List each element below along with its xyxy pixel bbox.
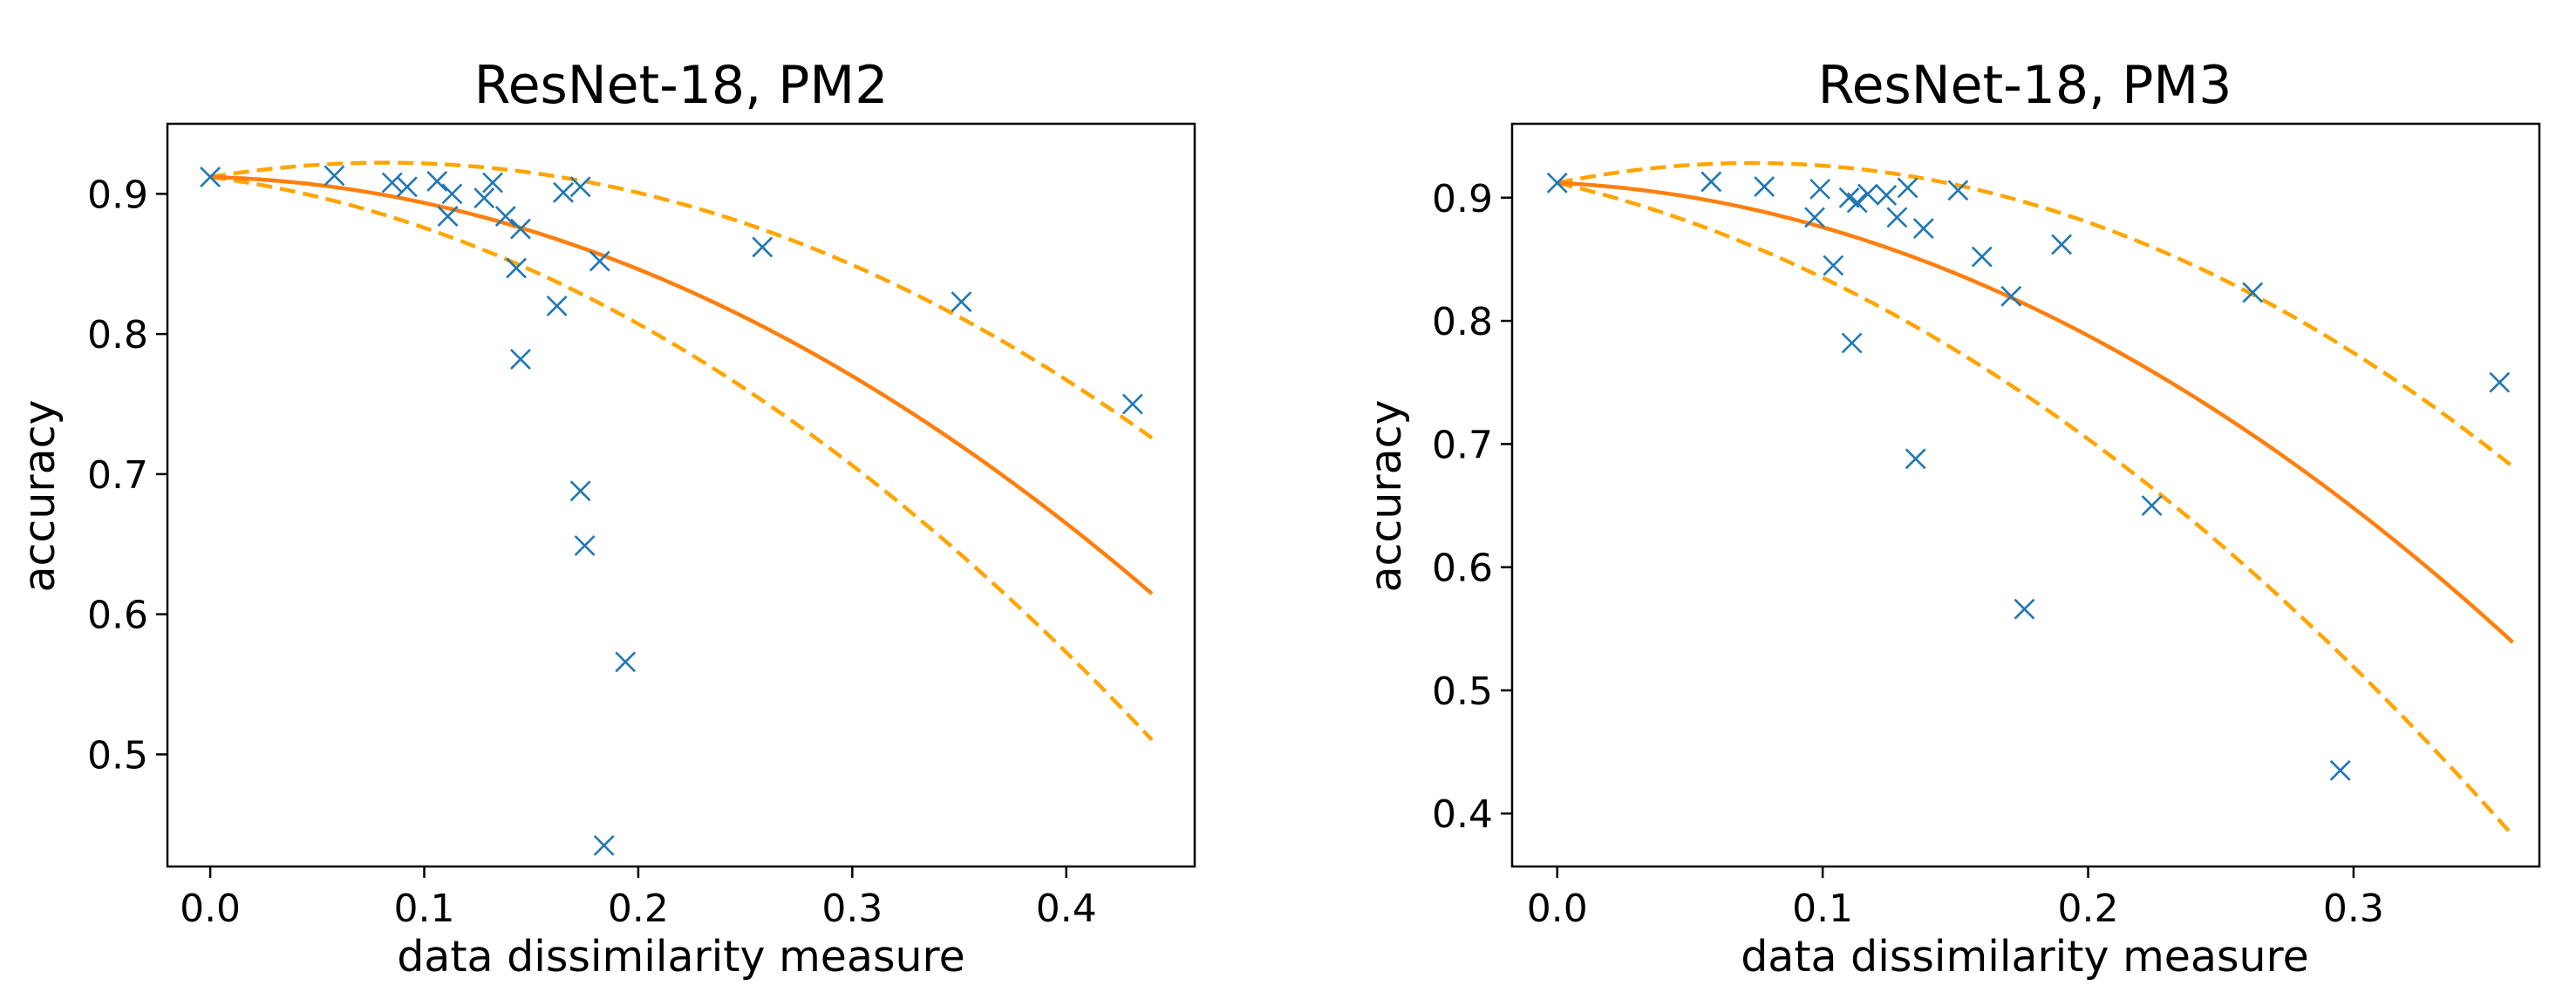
tick-layer: 0.0 0.1 0.2 0.3 0.4 0.5 0.6 0.7 0.8 0.9 — [1432, 177, 2384, 931]
x-tick-label: 0.4 — [1036, 887, 1097, 931]
data-point-marker — [2051, 234, 2073, 255]
data-point-marker — [200, 166, 221, 188]
data-point-marker — [1905, 448, 1926, 470]
x-tick-label: 0.0 — [180, 887, 241, 931]
data-point-marker — [1809, 178, 1831, 200]
chart-pm2: ResNet-18, PM2 data dissimilarity measur… — [15, 55, 1196, 982]
data-point-marker — [1947, 180, 1969, 201]
lower-bound-curve — [1557, 180, 2515, 838]
data-point-marker — [1897, 177, 1918, 199]
x-tick-label: 0.3 — [2323, 887, 2384, 931]
x-tick-label: 0.1 — [1792, 887, 1853, 931]
data-point-marker — [615, 651, 637, 673]
data-point-marker — [437, 206, 459, 228]
data-point-marker — [2242, 282, 2264, 303]
data-point-marker — [1700, 171, 1722, 193]
data-point-marker — [510, 218, 531, 240]
plot-frame — [1510, 122, 2541, 868]
data-point-marker — [1754, 176, 1775, 197]
x-tick-label: 0.2 — [2058, 887, 2119, 931]
y-tick-label: 0.9 — [1432, 177, 1493, 221]
data-point-marker — [441, 183, 463, 205]
y-tick-label: 0.5 — [1432, 669, 1493, 714]
data-point-marker — [569, 176, 591, 198]
fit-curve — [1557, 180, 2515, 644]
x-tick-label: 0.1 — [394, 887, 455, 931]
y-tick-label: 0.8 — [87, 313, 148, 357]
data-point-marker — [1823, 255, 1844, 276]
data-point-marker — [1857, 183, 1878, 205]
x-tick-label: 0.2 — [608, 887, 669, 931]
x-tick-label: 0.0 — [1527, 887, 1588, 931]
marker-layer — [200, 165, 1143, 856]
data-point-marker — [482, 172, 503, 194]
curve-layer — [209, 160, 1154, 742]
chart-title: ResNet-18, PM2 — [474, 55, 889, 116]
data-point-marker — [1121, 393, 1143, 415]
data-point-marker — [589, 250, 610, 272]
y-axis-label: accuracy — [15, 399, 65, 592]
y-tick-label: 0.7 — [1432, 423, 1493, 467]
curve-layer — [1557, 160, 2515, 838]
data-point-marker — [752, 236, 773, 258]
data-point-marker — [1546, 172, 1568, 194]
data-point-marker — [2000, 285, 2022, 307]
chart-title: ResNet-18, PM3 — [1818, 55, 2232, 116]
y-tick-label: 0.4 — [1432, 792, 1493, 837]
y-tick-label: 0.8 — [1432, 300, 1493, 344]
data-point-marker — [553, 181, 574, 203]
fit-curve — [210, 174, 1154, 595]
data-point-marker — [426, 170, 448, 192]
data-point-marker — [951, 291, 972, 313]
y-tick-label: 0.7 — [87, 453, 148, 498]
marker-layer — [1546, 171, 2511, 781]
data-point-marker — [1846, 192, 1868, 214]
y-tick-label: 0.6 — [1432, 547, 1493, 591]
data-point-marker — [569, 480, 591, 502]
data-point-marker — [2014, 598, 2035, 620]
data-point-marker — [2329, 759, 2351, 781]
data-point-marker — [1912, 218, 1934, 240]
x-tick-label: 0.3 — [821, 887, 883, 931]
data-point-marker — [1841, 332, 1863, 354]
y-axis-label: accuracy — [1361, 399, 1411, 592]
data-point-marker — [396, 176, 418, 198]
data-point-marker — [2489, 371, 2511, 393]
y-tick-label: 0.9 — [87, 173, 148, 217]
upper-bound-curve — [209, 160, 1154, 440]
data-point-marker — [474, 187, 495, 209]
data-point-marker — [1886, 207, 1908, 228]
data-point-marker — [381, 172, 403, 194]
data-point-marker — [494, 206, 516, 228]
upper-bound-curve — [1557, 160, 2514, 469]
data-point-marker — [593, 834, 615, 856]
data-point-marker — [1804, 207, 1825, 228]
data-point-marker — [510, 349, 531, 370]
data-point-marker — [2141, 495, 2163, 516]
data-point-marker — [1876, 185, 1898, 206]
y-tick-label: 0.6 — [87, 594, 148, 638]
data-point-marker — [574, 534, 596, 556]
chart-pm3: ResNet-18, PM3 data dissimilarity measur… — [1361, 55, 2541, 982]
data-point-marker — [324, 165, 345, 187]
data-point-marker — [546, 296, 568, 316]
lower-bound-curve — [209, 174, 1154, 742]
data-point-marker — [506, 257, 527, 279]
y-tick-label: 0.5 — [87, 733, 148, 778]
plot-frame — [166, 122, 1196, 868]
tick-layer: 0.0 0.1 0.2 0.3 0.4 0.5 0.6 0.7 0.8 0.9 — [87, 173, 1097, 931]
x-axis-label: data dissimilarity measure — [1741, 932, 2309, 982]
data-point-marker — [1971, 246, 1993, 268]
x-axis-label: data dissimilarity measure — [397, 932, 965, 982]
